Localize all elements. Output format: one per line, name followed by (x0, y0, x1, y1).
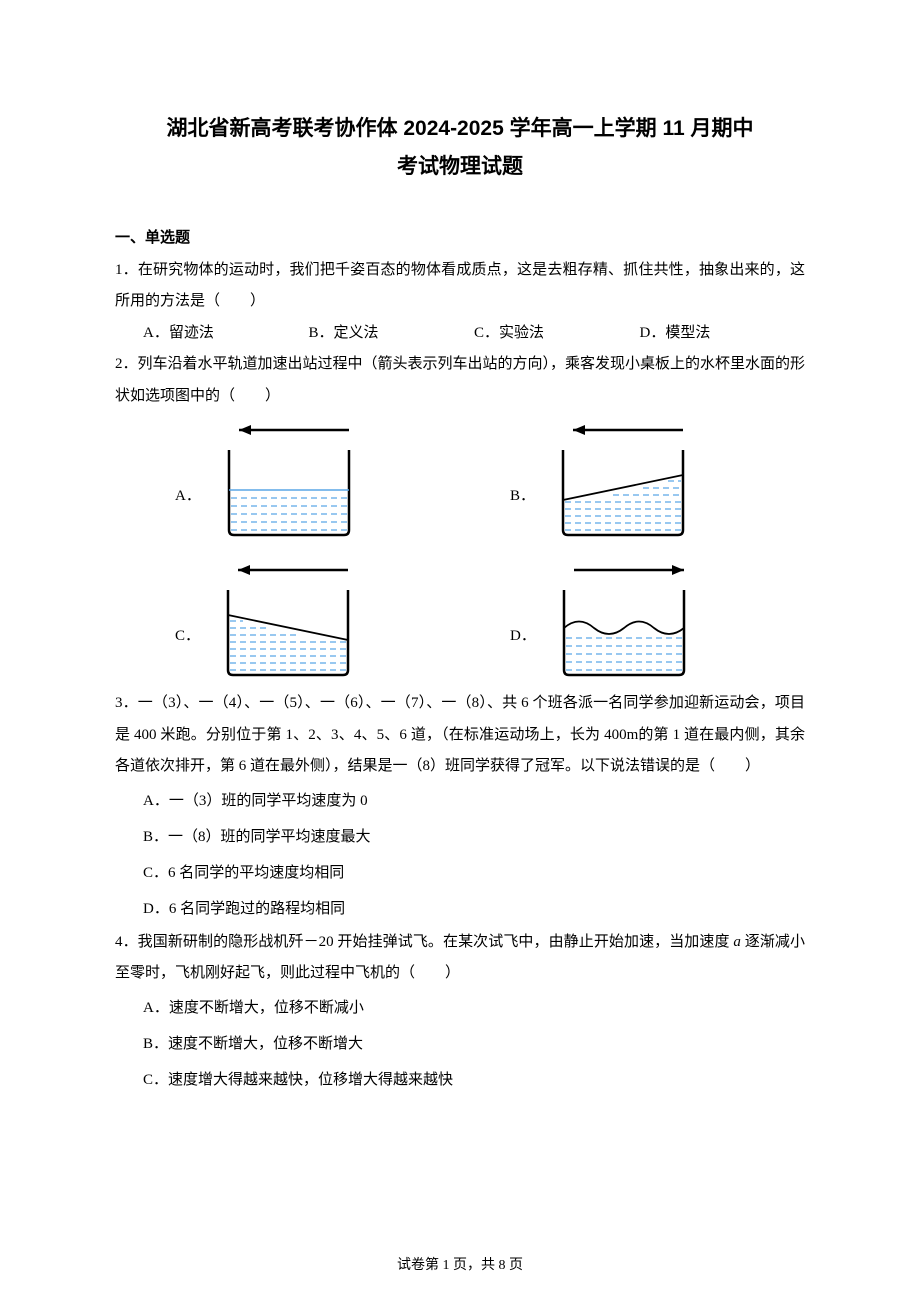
q2-option-b-label: B． (510, 484, 535, 505)
exam-title-line2: 考试物理试题 (115, 148, 805, 186)
section-header: 一、单选题 (115, 226, 805, 247)
q3-option-c: C．6 名同学的平均速度均相同 (143, 855, 805, 891)
q4-text-prefix: 4．我国新研制的隐形战机歼－20 开始挂弹试飞。在某次试飞中，由静止开始加速，当… (115, 934, 733, 950)
q3-option-a: A．一（3）班的同学平均速度为 0 (143, 783, 805, 819)
question-2-figures: A． B． C． (175, 420, 765, 680)
q2-option-c-label: C． (175, 624, 200, 645)
q2-option-a-label: A． (175, 484, 201, 505)
exam-title-line1: 湖北省新高考联考协作体 2024-2025 学年高一上学期 11 月期中 (115, 110, 805, 148)
q1-option-b: B．定义法 (309, 318, 475, 350)
question-1-text: 1．在研究物体的运动时，我们把千姿百态的物体看成质点，这是去粗存精、抓住共性，抽… (115, 255, 805, 318)
cup-b-svg (543, 420, 703, 540)
q2-figure-d: D． (510, 560, 765, 680)
q4-option-a: A．速度不断增大，位移不断减小 (143, 990, 805, 1026)
q3-option-b: B．一（8）班的同学平均速度最大 (143, 819, 805, 855)
q2-figure-b: B． (510, 420, 765, 540)
question-3-text: 3．一（3）、一（4）、一（5）、一（6）、一（7）、一（8）、共 6 个班各派… (115, 688, 805, 783)
q4-text-variable: a (733, 934, 741, 950)
cup-d-svg (544, 560, 704, 680)
question-4-options: A．速度不断增大，位移不断减小 B．速度不断增大，位移不断增大 C．速度增大得越… (115, 990, 805, 1098)
page-footer: 试卷第 1 页，共 8 页 (0, 1254, 920, 1274)
q3-option-d: D．6 名同学跑过的路程均相同 (143, 891, 805, 927)
q2-figure-a: A． (175, 420, 430, 540)
q1-option-a: A．留迹法 (143, 318, 309, 350)
q4-option-c: C．速度增大得越来越快，位移增大得越来越快 (143, 1062, 805, 1098)
q1-option-d: D．模型法 (640, 318, 806, 350)
question-4-text: 4．我国新研制的隐形战机歼－20 开始挂弹试飞。在某次试飞中，由静止开始加速，当… (115, 927, 805, 990)
q4-option-b: B．速度不断增大，位移不断增大 (143, 1026, 805, 1062)
question-1-options: A．留迹法 B．定义法 C．实验法 D．模型法 (115, 318, 805, 350)
q2-option-d-label: D． (510, 624, 536, 645)
q2-figure-c: C． (175, 560, 430, 680)
cup-c-svg (208, 560, 368, 680)
cup-a-svg (209, 420, 369, 540)
question-2-text: 2．列车沿着水平轨道加速出站过程中（箭头表示列车出站的方向），乘客发现小桌板上的… (115, 349, 805, 412)
q1-option-c: C．实验法 (474, 318, 640, 350)
question-3-options: A．一（3）班的同学平均速度为 0 B．一（8）班的同学平均速度最大 C．6 名… (115, 783, 805, 927)
